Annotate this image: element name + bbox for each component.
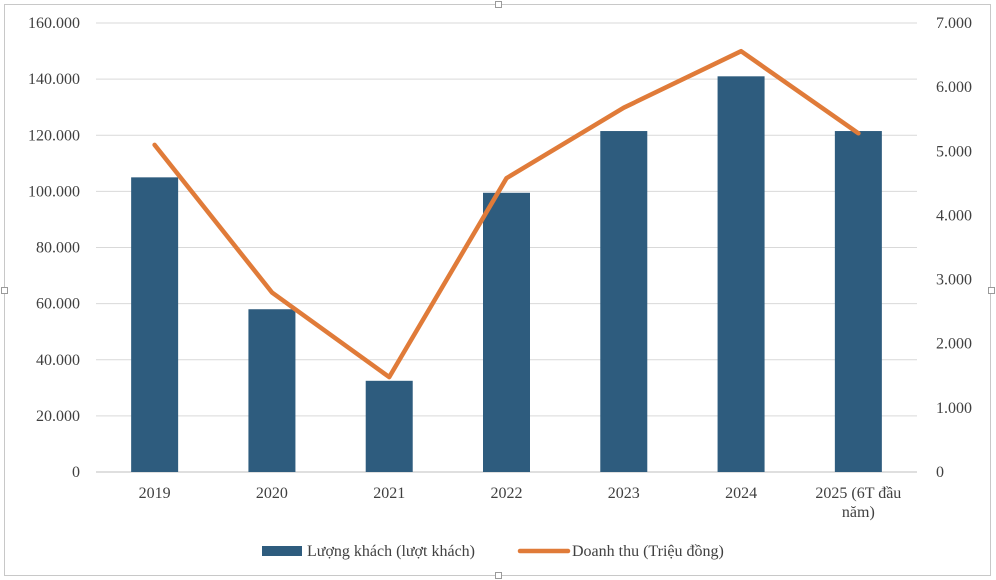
- legend-bar-label: Lượng khách (lượt khách): [307, 543, 475, 560]
- category-label: 2024: [725, 485, 757, 502]
- left-axis-ticks: 0 20.000 40.000 60.000 80.000 100.000 120.000 1…: [28, 15, 80, 481]
- bar: [834, 131, 882, 472]
- resize-handle-right[interactable]: [988, 287, 995, 294]
- left-axis-tick-label: 20.000: [36, 408, 80, 425]
- right-axis-tick-label: 5.000: [936, 143, 972, 160]
- legend-line-label: Doanh thu (Triệu đồng): [572, 543, 724, 560]
- resize-handle-left[interactable]: [1, 287, 8, 294]
- category-label: 2019: [139, 485, 171, 502]
- right-axis-ticks: 0 1.000 2.000 3.000 4.000 5.000 6.000 7.000: [936, 15, 972, 481]
- bar-series: [131, 76, 882, 472]
- left-axis-tick-label: 160.000: [28, 15, 80, 32]
- resize-handle-top[interactable]: [495, 1, 502, 8]
- category-label: 2020: [256, 485, 288, 502]
- line-series: [152, 48, 861, 380]
- right-axis-tick-label: 0: [936, 464, 944, 481]
- left-axis-tick-label: 40.000: [36, 352, 80, 369]
- category-axis: 2019 2020 2021 2022 2023 2024 2025 (6T đầu năm): [139, 485, 902, 521]
- left-axis-tick-label: 100.000: [28, 183, 80, 200]
- bar: [365, 380, 413, 472]
- category-label: 2023: [608, 485, 640, 502]
- right-axis-tick-label: 6.000: [936, 79, 972, 96]
- bar: [600, 131, 648, 472]
- legend-bar-swatch: [262, 546, 302, 556]
- category-label: 2021: [373, 485, 405, 502]
- right-axis-tick-label: 4.000: [936, 207, 972, 224]
- right-axis-tick-label: 2.000: [936, 336, 972, 353]
- left-axis-tick-label: 120.000: [28, 127, 80, 144]
- left-axis-tick-label: 60.000: [36, 296, 80, 313]
- right-axis-tick-label: 3.000: [936, 272, 972, 289]
- right-axis-tick-label: 7.000: [936, 15, 972, 32]
- left-axis-tick-label: 140.000: [28, 71, 80, 88]
- bar: [131, 177, 179, 472]
- category-label: 2022: [491, 485, 523, 502]
- legend: Lượng khách (lượt khách) Doanh thu (Triệu…: [262, 543, 724, 560]
- resize-handle-bottom[interactable]: [495, 572, 502, 579]
- bar: [248, 309, 296, 472]
- bar: [483, 192, 530, 472]
- left-axis-tick-label: 0: [72, 464, 80, 481]
- category-label: 2025 (6T đầu năm): [815, 485, 901, 521]
- right-axis-tick-label: 1.000: [936, 400, 972, 417]
- left-axis-tick-label: 80.000: [36, 240, 80, 257]
- bar: [717, 76, 765, 472]
